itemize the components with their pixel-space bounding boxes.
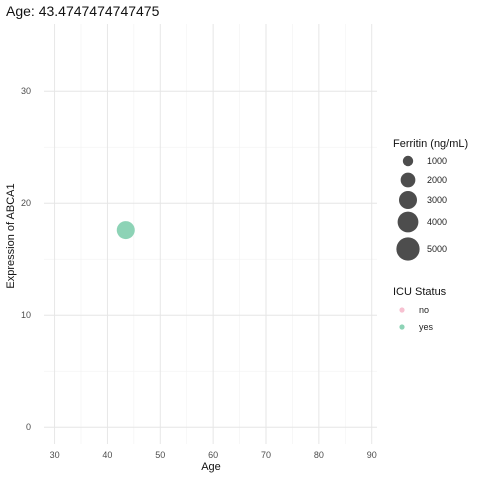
- x-tick-label: 60: [208, 450, 218, 460]
- icu-status-legend-key: [399, 307, 405, 313]
- icu-status-legend-label: no: [419, 305, 429, 315]
- grid: [44, 24, 377, 444]
- data-points: [116, 221, 135, 240]
- x-axis-title: Age: [201, 461, 221, 473]
- x-tick-label: 50: [155, 450, 165, 460]
- chart-title: Age: 43.4747474747475: [6, 3, 160, 19]
- ferritin-legend-key: [402, 155, 414, 167]
- ferritin-legend-key: [400, 172, 416, 188]
- icu-status-legend-key: [399, 324, 405, 330]
- ferritin-legend-key: [397, 211, 419, 233]
- x-tick-label: 40: [102, 450, 112, 460]
- ferritin-legend-key: [398, 190, 418, 210]
- x-tick-label: 30: [50, 450, 60, 460]
- x-tick-label: 90: [367, 450, 377, 460]
- y-axis-title: Expression of ABCA1: [5, 183, 17, 288]
- ferritin-legend-title: Ferritin (ng/mL): [393, 138, 468, 150]
- ferritin-legend-label: 4000: [427, 217, 447, 227]
- x-tick-label: 70: [261, 450, 271, 460]
- x-tick-label: 80: [314, 450, 324, 460]
- y-tick-label: 30: [21, 86, 31, 96]
- icu-status-legend-label: yes: [419, 322, 434, 332]
- y-tick-label: 0: [26, 422, 31, 432]
- ferritin-legend: Ferritin (ng/mL) 1000 2000 3000 4000 5000: [393, 138, 468, 261]
- ferritin-legend-label: 5000: [427, 244, 447, 254]
- icu-status-legend: ICU Status no yes: [393, 286, 447, 332]
- y-tick-label: 10: [21, 310, 31, 320]
- ferritin-legend-label: 1000: [427, 156, 447, 166]
- ferritin-legend-label: 2000: [427, 175, 447, 185]
- axis-ticks: 30 40 50 60 70 80 90 0 10 20 30: [21, 86, 377, 460]
- y-tick-label: 20: [21, 198, 31, 208]
- icu-status-legend-title: ICU Status: [393, 286, 447, 298]
- ferritin-legend-label: 3000: [427, 195, 447, 205]
- ferritin-legend-key: [396, 237, 420, 261]
- data-point: [116, 221, 135, 240]
